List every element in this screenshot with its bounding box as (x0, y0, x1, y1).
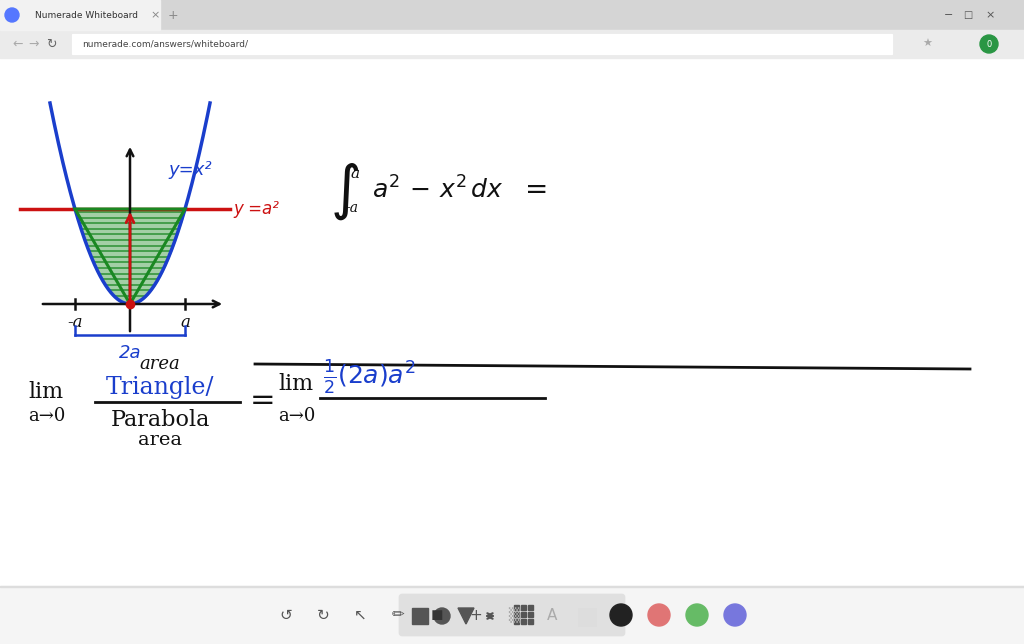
Text: ←: ← (12, 37, 23, 50)
Text: area: area (139, 355, 180, 373)
Bar (521, 605, 526, 610)
Text: ★: ★ (922, 39, 932, 49)
Text: 0: 0 (986, 39, 991, 48)
Text: ↺: ↺ (280, 607, 293, 623)
Text: Triangle/: Triangle/ (105, 375, 214, 399)
Text: =: = (250, 386, 275, 415)
Text: area: area (138, 431, 182, 449)
Text: -a: -a (68, 314, 83, 331)
Text: a→0: a→0 (28, 407, 66, 425)
Text: a: a (350, 167, 359, 181)
Bar (528, 605, 534, 610)
Text: ↖: ↖ (353, 607, 367, 623)
Text: ◼: ◼ (431, 607, 443, 623)
Bar (578, 608, 596, 626)
Text: y =a²: y =a² (233, 200, 279, 218)
Bar (412, 608, 428, 624)
Bar (528, 619, 534, 624)
Bar (514, 612, 519, 617)
Text: ▒: ▒ (508, 607, 520, 623)
Bar (0, 586, 1024, 587)
Bar (0, 0, 160, 30)
Circle shape (686, 604, 708, 626)
Bar (0, 30, 1024, 58)
Text: □: □ (963, 10, 972, 20)
Text: ×: × (150, 10, 160, 20)
Text: Parabola: Parabola (111, 409, 210, 431)
Text: lim: lim (28, 381, 63, 403)
Text: numerade.com/answers/whiteboard/: numerade.com/answers/whiteboard/ (82, 39, 248, 48)
Bar (528, 612, 534, 617)
Text: +: + (470, 607, 482, 623)
Text: ↻: ↻ (316, 607, 330, 623)
Circle shape (648, 604, 670, 626)
Circle shape (724, 604, 746, 626)
FancyBboxPatch shape (399, 594, 625, 636)
Text: 2a: 2a (119, 344, 141, 362)
Text: ↻: ↻ (46, 37, 56, 50)
Text: ✏: ✏ (391, 607, 404, 623)
Text: +: + (168, 8, 178, 21)
Text: −: − (944, 10, 953, 20)
Text: =: = (525, 176, 549, 204)
Text: -a: -a (345, 201, 358, 215)
Text: y=x²: y=x² (168, 161, 212, 179)
Text: ×: × (985, 10, 994, 20)
Circle shape (610, 604, 632, 626)
Text: $\int$: $\int$ (330, 162, 359, 222)
Bar (521, 612, 526, 617)
Text: A: A (547, 607, 557, 623)
Polygon shape (458, 608, 474, 624)
Text: a: a (180, 314, 189, 331)
Text: $a^2\, -\, x^2\,dx$: $a^2\, -\, x^2\,dx$ (372, 176, 504, 204)
Bar (0, 586, 1024, 644)
Circle shape (5, 8, 19, 22)
Text: lim: lim (278, 373, 313, 395)
Text: $\frac{1}{2}(2a)a^2$: $\frac{1}{2}(2a)a^2$ (323, 358, 416, 396)
Bar (514, 605, 519, 610)
Text: Numerade Whiteboard: Numerade Whiteboard (35, 10, 138, 19)
Bar (0, 0, 1024, 30)
Circle shape (980, 35, 998, 53)
Bar (514, 619, 519, 624)
Bar (521, 619, 526, 624)
Text: →: → (28, 37, 39, 50)
Circle shape (434, 608, 450, 624)
Bar (72, 34, 892, 54)
Text: a→0: a→0 (278, 407, 315, 425)
